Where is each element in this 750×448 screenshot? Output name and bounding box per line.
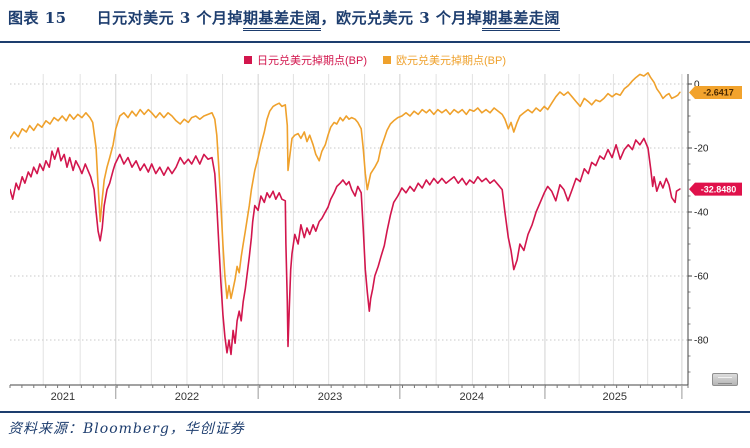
figure-label: 图表 15 <box>8 9 67 27</box>
title-segment-underlined: 期基差走阔 <box>243 9 321 31</box>
svg-text:2022: 2022 <box>175 391 199 403</box>
svg-text:2021: 2021 <box>51 391 75 403</box>
chart-tool-button[interactable] <box>712 373 738 386</box>
svg-text:-2.6417: -2.6417 <box>703 88 734 98</box>
svg-text:-80: -80 <box>694 336 709 347</box>
jpy-legend-label: 日元兑美元掉期点(BP) <box>257 55 367 67</box>
source-note: 资料来源：Bloomberg，华创证券 <box>8 421 245 437</box>
svg-text:2024: 2024 <box>459 391 483 403</box>
title-segment: ，欧元兑美元 3 个月掉 <box>320 9 483 27</box>
jpy-legend-swatch-icon <box>244 56 252 64</box>
svg-text:2023: 2023 <box>318 391 342 403</box>
title-segment-underlined: 期基差走阔 <box>482 9 560 31</box>
svg-text:-20: -20 <box>694 144 709 155</box>
svg-text:-40: -40 <box>694 208 709 219</box>
figure-title-text: 日元对美元 3 个月掉期基差走阔，欧元兑美元 3 个月掉期基差走阔 <box>97 9 560 31</box>
chart-area: 0 -20 -40 -60 -80 2021 2022 2023 2024 2025 -2.6417… <box>0 44 750 410</box>
svg-text:2025: 2025 <box>603 391 627 403</box>
svg-text:-32.8480: -32.8480 <box>701 184 737 194</box>
eur-legend-label: 欧元兑美元掉期点(BP) <box>396 55 506 67</box>
title-segment: 日元对美元 3 个月掉 <box>96 9 243 27</box>
svg-text:0: 0 <box>694 80 700 91</box>
legend-item-jpy: 日元兑美元掉期点(BP) <box>244 52 367 68</box>
figure-title: 图表 15 日元对美元 3 个月掉期基差走阔，欧元兑美元 3 个月掉期基差走阔 <box>8 7 746 31</box>
footer-divider <box>0 411 750 413</box>
svg-text:-60: -60 <box>694 272 709 283</box>
title-divider <box>0 41 750 43</box>
legend-item-eur: 欧元兑美元掉期点(BP) <box>383 52 506 68</box>
eur-legend-swatch-icon <box>383 56 391 64</box>
basis-line-chart: 0 -20 -40 -60 -80 2021 2022 2023 2024 2025 -2.6417… <box>9 72 742 403</box>
chart-tool-button-icon <box>718 377 732 384</box>
chart-legend: 日元兑美元掉期点(BP) 欧元兑美元掉期点(BP) <box>0 52 750 68</box>
